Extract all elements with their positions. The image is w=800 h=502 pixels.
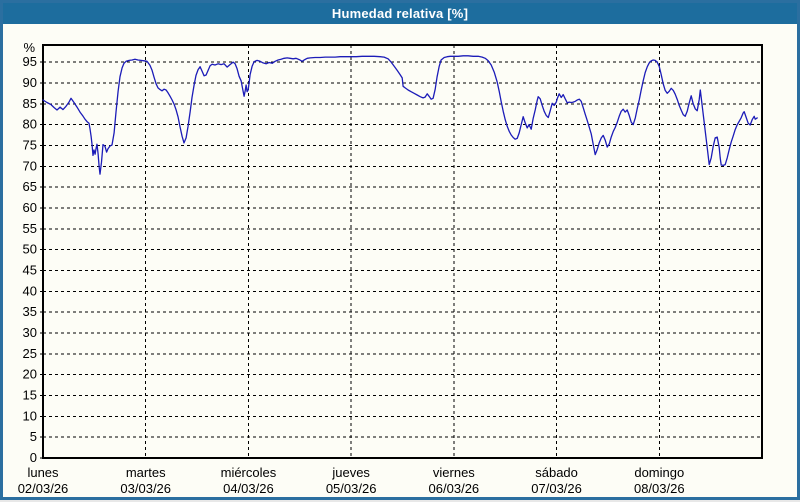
xlabel-date-1: 03/03/26 [120, 481, 171, 496]
ytick-label-25: 25 [23, 346, 37, 361]
ytick-label-10: 10 [23, 408, 37, 423]
window-title: Humedad relativa [%] [331, 6, 469, 21]
xlabel-date-0: 02/03/26 [18, 481, 69, 496]
window-titlebar: Humedad relativa [%] [3, 3, 797, 24]
xlabel-dayname-viernes: viernes [433, 465, 475, 480]
ytick-label-45: 45 [23, 262, 37, 277]
xlabel-date-2: 04/03/26 [223, 481, 274, 496]
ytick-label-20: 20 [23, 367, 37, 382]
ytick-label-70: 70 [23, 158, 37, 173]
xlabel-date-6: 08/03/26 [634, 481, 685, 496]
ytick-label-75: 75 [23, 137, 37, 152]
xlabel-dayname-jueves: jueves [331, 465, 370, 480]
ytick-label-95: 95 [23, 54, 37, 69]
ytick-label-65: 65 [23, 179, 37, 194]
series-line-humidity [42, 55, 758, 175]
xlabel-date-5: 07/03/26 [531, 481, 582, 496]
xlabel-dayname-miércoles: miércoles [221, 465, 277, 480]
xlabel-date-3: 05/03/26 [326, 481, 377, 496]
ytick-label-5: 5 [30, 429, 37, 444]
ytick-label-80: 80 [23, 117, 37, 132]
xlabel-dayname-lunes: lunes [27, 465, 59, 480]
ytick-label-85: 85 [23, 96, 37, 111]
ytick-label-35: 35 [23, 304, 37, 319]
ytick-label-90: 90 [23, 75, 37, 90]
xlabel-dayname-martes: martes [126, 465, 166, 480]
ytick-label-50: 50 [23, 242, 37, 257]
ytick-label-40: 40 [23, 283, 37, 298]
ytick-label-30: 30 [23, 325, 37, 340]
xlabel-date-4: 06/03/26 [429, 481, 480, 496]
plot-border [42, 44, 763, 459]
ytick-label-0: 0 [30, 450, 37, 465]
ytick-label-60: 60 [23, 200, 37, 215]
ytick-label-55: 55 [23, 221, 37, 236]
xlabel-dayname-sábado: sábado [535, 465, 578, 480]
humidity-line-chart: 0 5 10 15 20 25 30 35 40 45 50 55 60 65 70 75 80 85 90 95% l… [18, 40, 763, 496]
chart-panel: 0 5 10 15 20 25 30 35 40 45 50 55 60 65 70 75 80 85 90 95% l… [3, 24, 797, 497]
xlabel-dayname-domingo: domingo [634, 465, 684, 480]
ytick-label-15: 15 [23, 387, 37, 402]
y-axis-unit-label: % [23, 40, 35, 55]
